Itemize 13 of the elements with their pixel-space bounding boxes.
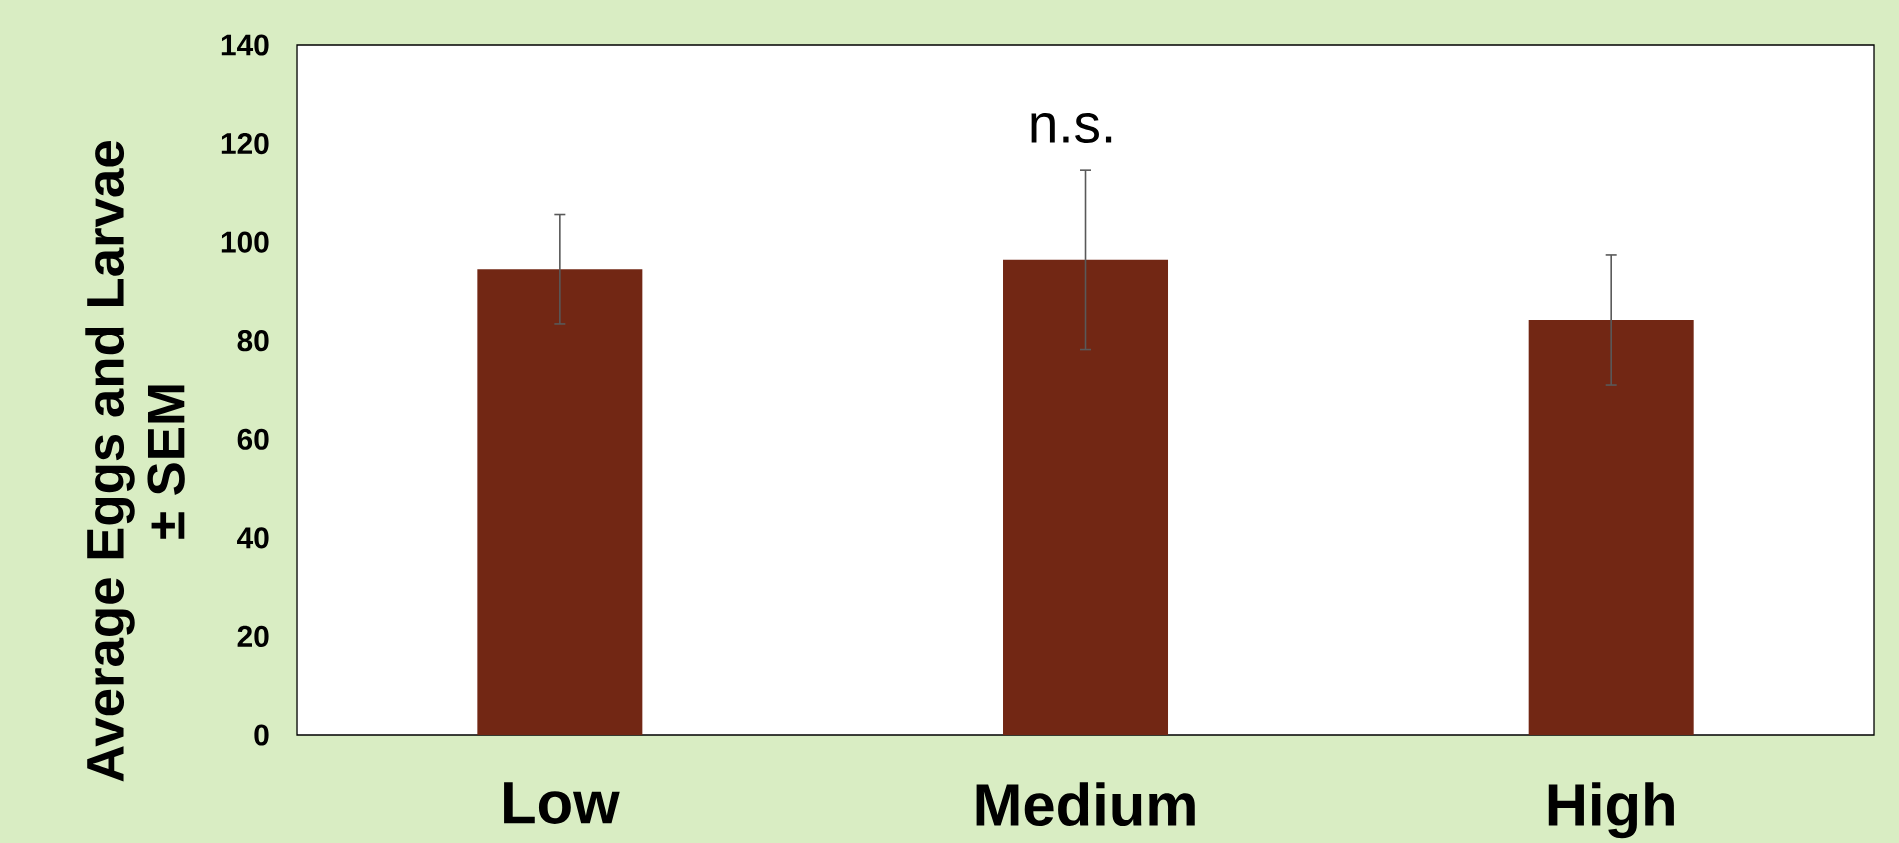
y-tick-label: 0 xyxy=(254,724,269,746)
x-tick-label: High xyxy=(1548,782,1674,839)
y-tick-label: 140 xyxy=(221,34,269,56)
x-tick-label: Low xyxy=(504,782,620,824)
y-axis-title: Average Eggs and Larvae ± SEM xyxy=(85,141,185,782)
y-tick-label: 20 xyxy=(237,625,269,647)
y-tick-label: 120 xyxy=(221,132,269,155)
y-tick-label: 60 xyxy=(237,428,269,450)
x-tick-label: Medium xyxy=(976,782,1195,827)
y-tick-label: 40 xyxy=(237,527,269,549)
annotation: n.s. xyxy=(1031,112,1112,143)
y-tick-label: 80 xyxy=(237,330,269,352)
y-tick-label: 100 xyxy=(221,231,269,253)
